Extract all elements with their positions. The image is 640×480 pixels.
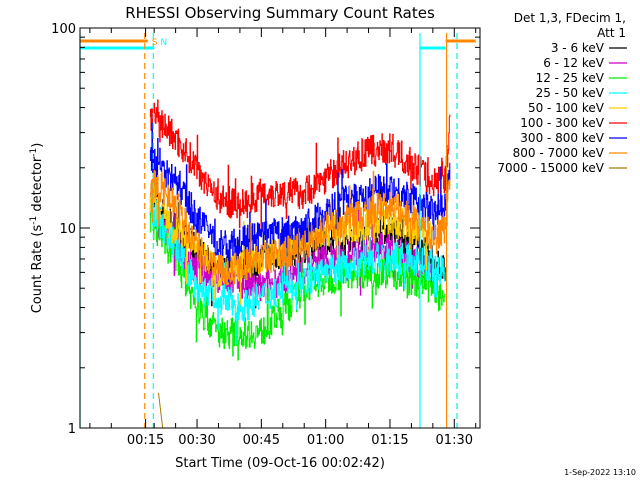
series-traces xyxy=(149,99,451,429)
legend-header-1: Det 1,3, FDecim 1, xyxy=(514,11,626,25)
chart-title: RHESSI Observing Summary Count Rates xyxy=(125,4,435,22)
legend-label: 25 - 50 keV xyxy=(536,86,605,100)
legend-label: 800 - 7000 keV xyxy=(513,146,605,160)
legend-header-2: Att 1 xyxy=(597,26,626,40)
x-axis-label: Start Time (09-Oct-16 00:02:42) xyxy=(175,456,385,471)
x-axis-ticks: 00:15 00:30 00:45 01:00 01:15 01:30 xyxy=(89,28,477,448)
state-marker: S xyxy=(152,38,158,48)
series-line-8 xyxy=(149,169,451,286)
y-label-sup-1: -1 xyxy=(29,216,39,225)
footer-date: 1-Sep-2022 13:10 xyxy=(564,468,636,477)
y-label-sup-2: -1 xyxy=(29,148,39,157)
x-tick-label: 00:45 xyxy=(243,433,280,448)
legend-label: 12 - 25 keV xyxy=(536,71,605,85)
legend-label: 6 - 12 keV xyxy=(543,56,605,70)
legend-label: 3 - 6 keV xyxy=(551,41,605,55)
legend-label: 50 - 100 keV xyxy=(528,101,605,115)
series-line-6 xyxy=(149,99,451,237)
y-tick-label: 1 xyxy=(68,422,76,437)
y-label-part-3: ) xyxy=(30,143,45,148)
series-line-4 xyxy=(149,197,446,345)
y-axis-label: Count Rate (s-1 detector-1) xyxy=(29,143,45,314)
x-tick-label: 00:15 xyxy=(127,433,164,448)
x-tick-label: 00:30 xyxy=(178,433,215,448)
series-line-9 xyxy=(158,392,164,429)
x-tick-label: 01:30 xyxy=(436,433,473,448)
x-tick-label: 01:15 xyxy=(371,433,408,448)
legend-label: 7000 - 15000 keV xyxy=(497,161,604,175)
y-label-part-2: detector xyxy=(30,156,45,216)
legend-label: 100 - 300 keV xyxy=(520,116,604,130)
y-axis-ticks: 1 10 100 xyxy=(51,22,480,437)
legend-label: 300 - 800 keV xyxy=(520,131,604,145)
y-tick-label: 100 xyxy=(51,22,76,37)
x-tick-label: 01:00 xyxy=(307,433,344,448)
y-tick-label: 10 xyxy=(59,222,76,237)
attenuator-state-bars xyxy=(80,39,476,50)
y-label-part-1: Count Rate (s xyxy=(30,225,45,314)
state-marker: N xyxy=(160,38,167,48)
